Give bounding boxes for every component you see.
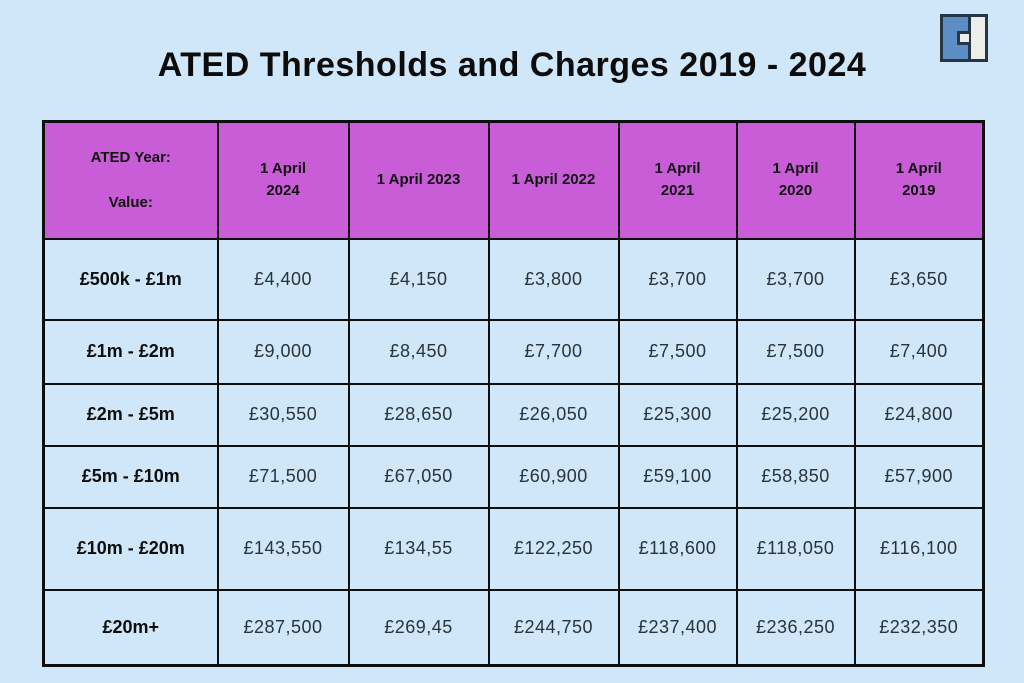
table-cell: £3,800 xyxy=(487,237,620,321)
page-title: ATED Thresholds and Charges 2019 - 2024 xyxy=(157,46,867,84)
table-cell: £287,500 xyxy=(216,588,350,667)
row-label: £1m - £2m xyxy=(42,318,219,385)
table-cell: £118,600 xyxy=(617,506,738,591)
table-cell: £7,500 xyxy=(617,318,738,385)
table-cell: £7,500 xyxy=(735,318,856,385)
table-cell: £71,500 xyxy=(216,444,350,509)
table-cell: £122,250 xyxy=(487,506,620,591)
table-cell: £60,900 xyxy=(487,444,620,509)
table-cell: £9,000 xyxy=(216,318,350,385)
corner-header: ATED Year: Value: xyxy=(42,120,219,240)
table-cell: £25,200 xyxy=(735,382,856,447)
table-cell: £3,650 xyxy=(853,237,985,321)
table-cell: £57,900 xyxy=(853,444,985,509)
table-row: £1m - £2m £9,000 £8,450 £7,700 £7,500 £7… xyxy=(42,318,985,385)
row-label: £2m - £5m xyxy=(42,382,219,447)
table-cell: £236,250 xyxy=(735,588,856,667)
table-cell: £8,450 xyxy=(347,318,490,385)
table-cell: £4,400 xyxy=(216,237,350,321)
column-header-2022: 1 April 2022 xyxy=(487,120,620,240)
logo-notch-shape xyxy=(957,31,970,45)
table-cell: £7,700 xyxy=(487,318,620,385)
table-cell: £67,050 xyxy=(347,444,490,509)
table-row: £5m - £10m £71,500 £67,050 £60,900 £59,1… xyxy=(42,444,985,509)
column-header-2020: 1 April 2020 xyxy=(735,120,856,240)
table-cell: £26,050 xyxy=(487,382,620,447)
ated-charges-table: ATED Year: Value: 1 April 2024 1 April 2… xyxy=(42,120,985,667)
table-cell: £237,400 xyxy=(617,588,738,667)
table-cell: £244,750 xyxy=(487,588,620,667)
column-header-2019: 1 April 2019 xyxy=(853,120,985,240)
table-cell: £232,350 xyxy=(853,588,985,667)
column-header-2021: 1 April 2021 xyxy=(617,120,738,240)
table-header-row: ATED Year: Value: 1 April 2024 1 April 2… xyxy=(42,120,985,240)
table-cell: £118,050 xyxy=(735,506,856,591)
row-label: £500k - £1m xyxy=(42,237,219,321)
table-cell: £59,100 xyxy=(617,444,738,509)
table-row: £2m - £5m £30,550 £28,650 £26,050 £25,30… xyxy=(42,382,985,447)
table-cell: £3,700 xyxy=(617,237,738,321)
table-row: £10m - £20m £143,550 £134,55 £122,250 £1… xyxy=(42,506,985,591)
row-label: £10m - £20m xyxy=(42,506,219,591)
table-cell: £28,650 xyxy=(347,382,490,447)
row-label: £20m+ xyxy=(42,588,219,667)
table-cell: £269,45 xyxy=(347,588,490,667)
table-cell: £7,400 xyxy=(853,318,985,385)
table-cell: £30,550 xyxy=(216,382,350,447)
table-cell: £143,550 xyxy=(216,506,350,591)
table-cell: £134,55 xyxy=(347,506,490,591)
column-header-2023: 1 April 2023 xyxy=(347,120,490,240)
table-cell: £24,800 xyxy=(853,382,985,447)
table-cell: £3,700 xyxy=(735,237,856,321)
ch-monogram-logo-icon xyxy=(940,14,988,62)
logo-divider-line xyxy=(968,17,972,59)
table-cell: £58,850 xyxy=(735,444,856,509)
table-cell: £25,300 xyxy=(617,382,738,447)
column-header-2024: 1 April 2024 xyxy=(216,120,350,240)
table-row: £500k - £1m £4,400 £4,150 £3,800 £3,700 … xyxy=(42,237,985,321)
table-row: £20m+ £287,500 £269,45 £244,750 £237,400… xyxy=(42,588,985,667)
table-cell: £116,100 xyxy=(853,506,985,591)
row-label: £5m - £10m xyxy=(42,444,219,509)
table-cell: £4,150 xyxy=(347,237,490,321)
